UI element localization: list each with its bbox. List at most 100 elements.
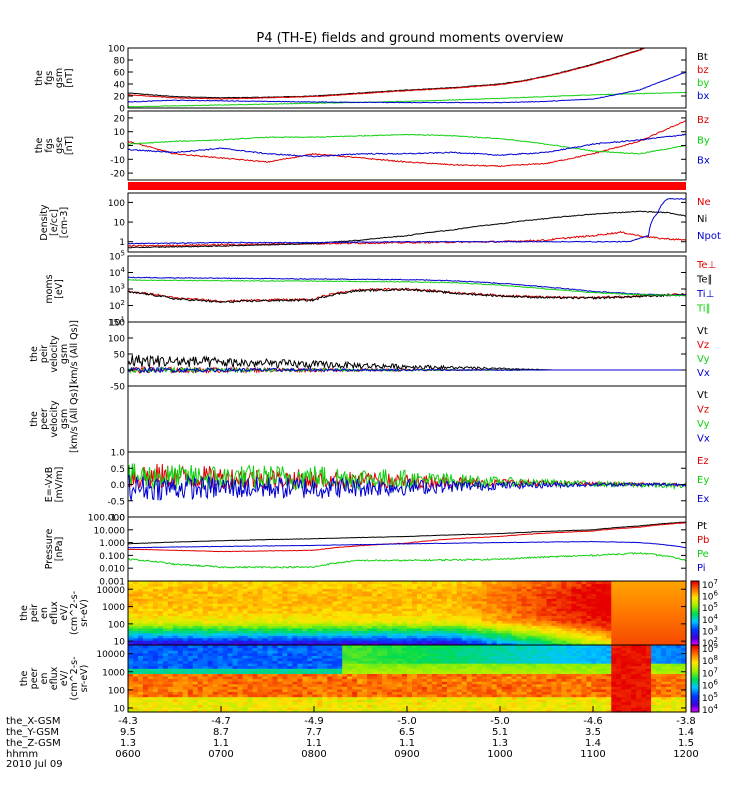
spectrogram-cell (556, 583, 563, 587)
spectrogram-cell (486, 622, 493, 626)
spectrogram-cell (167, 637, 174, 641)
spectrogram-cell (187, 709, 194, 713)
spectrogram-cell (227, 701, 234, 705)
spectrogram-cell (312, 603, 318, 607)
spectrogram-cell (357, 585, 363, 589)
spectrogram-cell (397, 581, 403, 585)
spectrogram-cell (167, 670, 174, 674)
spectrogram-cell (128, 600, 134, 604)
spectrogram-cell (337, 632, 343, 636)
spectrogram-cell (471, 598, 478, 602)
spectrogram-cell (397, 701, 403, 705)
spectrogram-cell (172, 678, 179, 682)
spectrogram-cell (526, 608, 533, 612)
spectrogram-cell (451, 642, 458, 646)
series-line-by (128, 91, 686, 108)
spectrogram-cell (128, 696, 134, 700)
spectrogram-cell (317, 681, 323, 685)
spectrogram-cell (142, 585, 149, 589)
spectrogram-cell (142, 694, 149, 698)
spectrogram-cell (461, 617, 468, 621)
spectrogram-cell (212, 704, 219, 708)
spectrogram-cell (446, 665, 453, 669)
spectrogram-cell (367, 691, 373, 695)
spectrogram-cell (481, 630, 488, 634)
spectrogram-cell (128, 657, 134, 662)
spectrogram-cell (207, 670, 214, 674)
spectrogram-cell (511, 613, 518, 617)
spectrogram-cell (332, 635, 338, 639)
spectrogram-cell (372, 675, 378, 680)
spectrogram-cell (162, 652, 169, 656)
spectrogram-cell (621, 588, 627, 592)
spectrogram-cell (272, 605, 279, 609)
spectrogram-cell (187, 603, 194, 607)
spectrogram-cell (397, 625, 403, 629)
spectrogram-cell (337, 581, 343, 585)
spectrogram-cell (541, 598, 548, 602)
spectrogram-cell (332, 598, 338, 602)
spectrogram-cell (142, 688, 149, 692)
spectrogram-cell (282, 652, 288, 656)
spectrogram-cell (212, 681, 219, 685)
spectrogram-cell (177, 632, 184, 636)
spectrogram-cell (372, 706, 378, 710)
spectrogram-cell (641, 608, 647, 612)
spectrogram-cell (461, 635, 468, 639)
spectrogram-cell (621, 585, 627, 589)
spectrogram-cell (227, 600, 234, 604)
spectrogram-cell (421, 706, 428, 710)
spectrogram-cell (641, 630, 647, 634)
spectrogram-cell (516, 620, 523, 624)
spectrogram-cell (387, 696, 393, 700)
spectrogram-cell (247, 637, 254, 641)
spectrogram-cell (142, 642, 149, 646)
spectrogram-cell (471, 588, 478, 592)
spectrogram-cell (292, 655, 298, 659)
spectrogram-cell (357, 588, 363, 592)
spectrogram-cell (162, 706, 169, 710)
spectrogram-cell (247, 650, 254, 654)
spectrogram-cell (128, 581, 134, 585)
spectrogram-cell (147, 688, 154, 692)
series-line-By (128, 133, 686, 155)
spectrogram-cell (282, 681, 288, 685)
spectrogram-cell (302, 652, 308, 656)
spectrogram-cell (362, 699, 368, 703)
spectrogram-cell (162, 655, 169, 659)
spectrogram-cell (551, 600, 558, 604)
spectrogram-cell (606, 637, 612, 641)
colorbar-segment (691, 616, 699, 619)
spectrogram-cell (197, 657, 204, 662)
spectrogram-cell (362, 663, 368, 667)
spectrogram-cell (571, 590, 577, 594)
spectrogram-cell (421, 675, 428, 680)
spectrogram-cell (461, 585, 468, 589)
spectrogram-cell (596, 595, 602, 599)
spectrogram-cell (591, 627, 597, 631)
spectrogram-cell (471, 613, 478, 617)
spectrogram-cell (167, 706, 174, 710)
spectrogram-cell (387, 600, 393, 604)
spectrogram-cell (536, 640, 543, 644)
spectrogram-cell (337, 670, 343, 674)
spectrogram-cell (342, 600, 348, 604)
spectrogram-cell (541, 590, 548, 594)
spectrogram-cell (237, 665, 244, 669)
spectrogram-cell (441, 585, 448, 589)
spectrogram-cell (576, 608, 582, 612)
spectrogram-cell (327, 622, 333, 626)
spectrogram-cell (287, 630, 293, 634)
spectrogram-cell (347, 620, 353, 624)
spectrogram-cell (167, 622, 174, 626)
spectrogram-cell (133, 603, 139, 607)
spectrogram-cell (516, 637, 523, 641)
spectrogram-cell (242, 688, 249, 692)
spectrogram-cell (446, 668, 453, 672)
spectrogram-cell (367, 699, 373, 703)
spectrogram-cell (591, 640, 597, 644)
spectrogram-cell (421, 709, 428, 713)
spectrogram-cell (621, 625, 627, 629)
spectrogram-cell (476, 603, 483, 607)
spectrogram-cell (242, 657, 249, 662)
